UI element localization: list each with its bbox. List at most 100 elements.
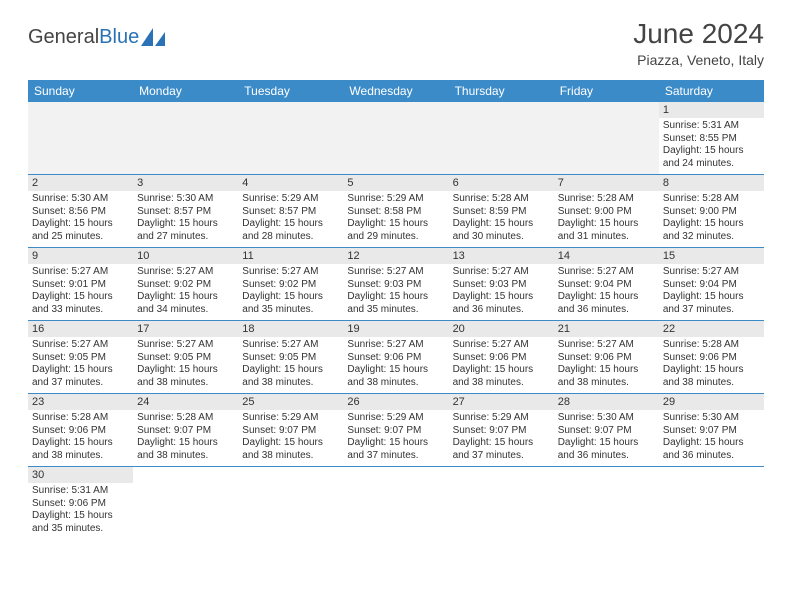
sunset-text: Sunset: 9:03 PM <box>347 279 444 292</box>
location: Piazza, Veneto, Italy <box>633 52 764 68</box>
daylight-text: and 35 minutes. <box>347 304 444 317</box>
daylight-text: and 35 minutes. <box>242 304 339 317</box>
weekday-tuesday: Tuesday <box>238 80 343 102</box>
sunrise-text: Sunrise: 5:27 AM <box>347 266 444 279</box>
sunrise-text: Sunrise: 5:29 AM <box>242 412 339 425</box>
empty-cell <box>449 102 554 175</box>
daylight-text: Daylight: 15 hours <box>558 218 655 231</box>
day-details: Sunrise: 5:28 AMSunset: 9:00 PMDaylight:… <box>659 191 764 247</box>
daylight-text: and 38 minutes. <box>137 450 234 463</box>
daylight-text: Daylight: 15 hours <box>137 218 234 231</box>
day-number: 20 <box>449 321 554 337</box>
daylight-text: Daylight: 15 hours <box>347 437 444 450</box>
sunrise-text: Sunrise: 5:27 AM <box>242 266 339 279</box>
sunrise-text: Sunrise: 5:27 AM <box>137 339 234 352</box>
daylight-text: and 28 minutes. <box>242 231 339 244</box>
month-title: June 2024 <box>633 18 764 50</box>
daylight-text: Daylight: 15 hours <box>558 291 655 304</box>
sunrise-text: Sunrise: 5:28 AM <box>453 193 550 206</box>
sunset-text: Sunset: 8:56 PM <box>32 206 129 219</box>
day-cell-11: 11Sunrise: 5:27 AMSunset: 9:02 PMDayligh… <box>238 248 343 321</box>
day-number: 24 <box>133 394 238 410</box>
sunset-text: Sunset: 9:07 PM <box>453 425 550 438</box>
day-cell-22: 22Sunrise: 5:28 AMSunset: 9:06 PMDayligh… <box>659 321 764 394</box>
sunset-text: Sunset: 9:07 PM <box>558 425 655 438</box>
day-cell-18: 18Sunrise: 5:27 AMSunset: 9:05 PMDayligh… <box>238 321 343 394</box>
title-block: June 2024 Piazza, Veneto, Italy <box>633 18 764 68</box>
daylight-text: Daylight: 15 hours <box>137 437 234 450</box>
day-number: 5 <box>343 175 448 191</box>
day-details: Sunrise: 5:27 AMSunset: 9:06 PMDaylight:… <box>554 337 659 393</box>
daylight-text: and 31 minutes. <box>558 231 655 244</box>
daylight-text: Daylight: 15 hours <box>242 437 339 450</box>
day-details: Sunrise: 5:28 AMSunset: 8:59 PMDaylight:… <box>449 191 554 247</box>
daylight-text: Daylight: 15 hours <box>663 218 760 231</box>
sunset-text: Sunset: 9:06 PM <box>32 425 129 438</box>
weekday-sunday: Sunday <box>28 80 133 102</box>
sunset-text: Sunset: 9:07 PM <box>137 425 234 438</box>
day-details: Sunrise: 5:27 AMSunset: 9:06 PMDaylight:… <box>449 337 554 393</box>
sunset-text: Sunset: 9:04 PM <box>558 279 655 292</box>
logo: GeneralBlue <box>28 26 167 49</box>
day-number: 28 <box>554 394 659 410</box>
sunrise-text: Sunrise: 5:30 AM <box>558 412 655 425</box>
calendar-row: 23Sunrise: 5:28 AMSunset: 9:06 PMDayligh… <box>28 394 764 467</box>
calendar-row: 16Sunrise: 5:27 AMSunset: 9:05 PMDayligh… <box>28 321 764 394</box>
daylight-text: and 30 minutes. <box>453 231 550 244</box>
sunset-text: Sunset: 9:06 PM <box>347 352 444 365</box>
daylight-text: and 37 minutes. <box>32 377 129 390</box>
daylight-text: and 24 minutes. <box>663 158 760 171</box>
sunset-text: Sunset: 9:03 PM <box>453 279 550 292</box>
weekday-header-row: Sunday Monday Tuesday Wednesday Thursday… <box>28 80 764 102</box>
empty-cell <box>659 467 764 540</box>
daylight-text: Daylight: 15 hours <box>32 218 129 231</box>
sunset-text: Sunset: 9:06 PM <box>663 352 760 365</box>
day-number: 7 <box>554 175 659 191</box>
day-cell-24: 24Sunrise: 5:28 AMSunset: 9:07 PMDayligh… <box>133 394 238 467</box>
day-number: 12 <box>343 248 448 264</box>
day-details: Sunrise: 5:27 AMSunset: 9:02 PMDaylight:… <box>133 264 238 320</box>
daylight-text: Daylight: 15 hours <box>663 145 760 158</box>
day-number: 18 <box>238 321 343 337</box>
daylight-text: Daylight: 15 hours <box>32 437 129 450</box>
day-number: 16 <box>28 321 133 337</box>
daylight-text: Daylight: 15 hours <box>453 437 550 450</box>
day-number: 21 <box>554 321 659 337</box>
empty-cell <box>343 102 448 175</box>
day-cell-28: 28Sunrise: 5:30 AMSunset: 9:07 PMDayligh… <box>554 394 659 467</box>
day-cell-19: 19Sunrise: 5:27 AMSunset: 9:06 PMDayligh… <box>343 321 448 394</box>
daylight-text: and 38 minutes. <box>32 450 129 463</box>
sunset-text: Sunset: 9:05 PM <box>137 352 234 365</box>
day-details: Sunrise: 5:30 AMSunset: 8:57 PMDaylight:… <box>133 191 238 247</box>
day-cell-6: 6Sunrise: 5:28 AMSunset: 8:59 PMDaylight… <box>449 175 554 248</box>
daylight-text: and 36 minutes. <box>453 304 550 317</box>
daylight-text: and 34 minutes. <box>137 304 234 317</box>
sunrise-text: Sunrise: 5:28 AM <box>558 193 655 206</box>
sunrise-text: Sunrise: 5:29 AM <box>453 412 550 425</box>
sunrise-text: Sunrise: 5:27 AM <box>558 266 655 279</box>
day-details: Sunrise: 5:30 AMSunset: 9:07 PMDaylight:… <box>554 410 659 466</box>
day-number: 11 <box>238 248 343 264</box>
day-number: 22 <box>659 321 764 337</box>
logo-sail-icon <box>141 28 167 48</box>
day-details: Sunrise: 5:27 AMSunset: 9:02 PMDaylight:… <box>238 264 343 320</box>
daylight-text: and 38 minutes. <box>242 450 339 463</box>
calendar-table: Sunday Monday Tuesday Wednesday Thursday… <box>28 80 764 539</box>
daylight-text: and 38 minutes. <box>663 377 760 390</box>
empty-cell <box>238 467 343 540</box>
day-cell-21: 21Sunrise: 5:27 AMSunset: 9:06 PMDayligh… <box>554 321 659 394</box>
day-details: Sunrise: 5:27 AMSunset: 9:05 PMDaylight:… <box>133 337 238 393</box>
day-details: Sunrise: 5:31 AMSunset: 9:06 PMDaylight:… <box>28 483 133 539</box>
day-details: Sunrise: 5:29 AMSunset: 9:07 PMDaylight:… <box>238 410 343 466</box>
day-details: Sunrise: 5:29 AMSunset: 8:58 PMDaylight:… <box>343 191 448 247</box>
daylight-text: and 36 minutes. <box>558 304 655 317</box>
daylight-text: and 38 minutes. <box>347 377 444 390</box>
daylight-text: and 32 minutes. <box>663 231 760 244</box>
daylight-text: and 38 minutes. <box>242 377 339 390</box>
empty-cell <box>554 102 659 175</box>
sunrise-text: Sunrise: 5:27 AM <box>137 266 234 279</box>
daylight-text: and 37 minutes. <box>663 304 760 317</box>
sunset-text: Sunset: 9:02 PM <box>242 279 339 292</box>
weekday-wednesday: Wednesday <box>343 80 448 102</box>
day-cell-25: 25Sunrise: 5:29 AMSunset: 9:07 PMDayligh… <box>238 394 343 467</box>
